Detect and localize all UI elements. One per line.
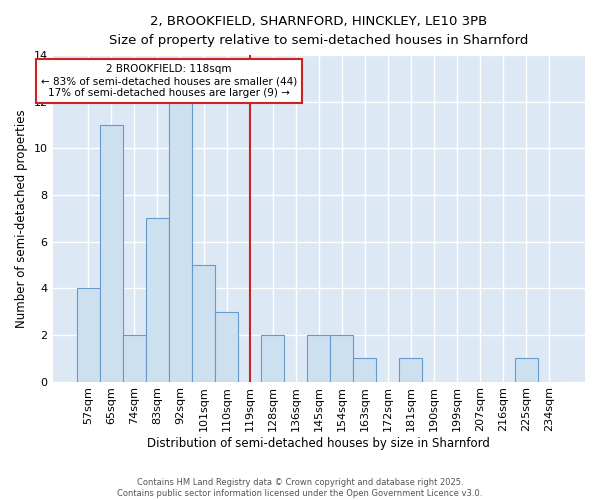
- Y-axis label: Number of semi-detached properties: Number of semi-detached properties: [15, 109, 28, 328]
- Bar: [100, 125, 123, 382]
- Bar: [77, 288, 100, 382]
- X-axis label: Distribution of semi-detached houses by size in Sharnford: Distribution of semi-detached houses by …: [148, 437, 490, 450]
- Bar: [169, 102, 192, 382]
- Bar: [400, 358, 422, 382]
- Bar: [123, 335, 146, 382]
- Bar: [192, 265, 215, 382]
- Text: Contains HM Land Registry data © Crown copyright and database right 2025.
Contai: Contains HM Land Registry data © Crown c…: [118, 478, 482, 498]
- Title: 2, BROOKFIELD, SHARNFORD, HINCKLEY, LE10 3PB
Size of property relative to semi-d: 2, BROOKFIELD, SHARNFORD, HINCKLEY, LE10…: [109, 15, 529, 47]
- Bar: [515, 358, 538, 382]
- Bar: [330, 335, 353, 382]
- Bar: [215, 312, 238, 382]
- Text: 2 BROOKFIELD: 118sqm
← 83% of semi-detached houses are smaller (44)
17% of semi-: 2 BROOKFIELD: 118sqm ← 83% of semi-detac…: [41, 64, 297, 98]
- Bar: [146, 218, 169, 382]
- Bar: [353, 358, 376, 382]
- Bar: [307, 335, 330, 382]
- Bar: [261, 335, 284, 382]
